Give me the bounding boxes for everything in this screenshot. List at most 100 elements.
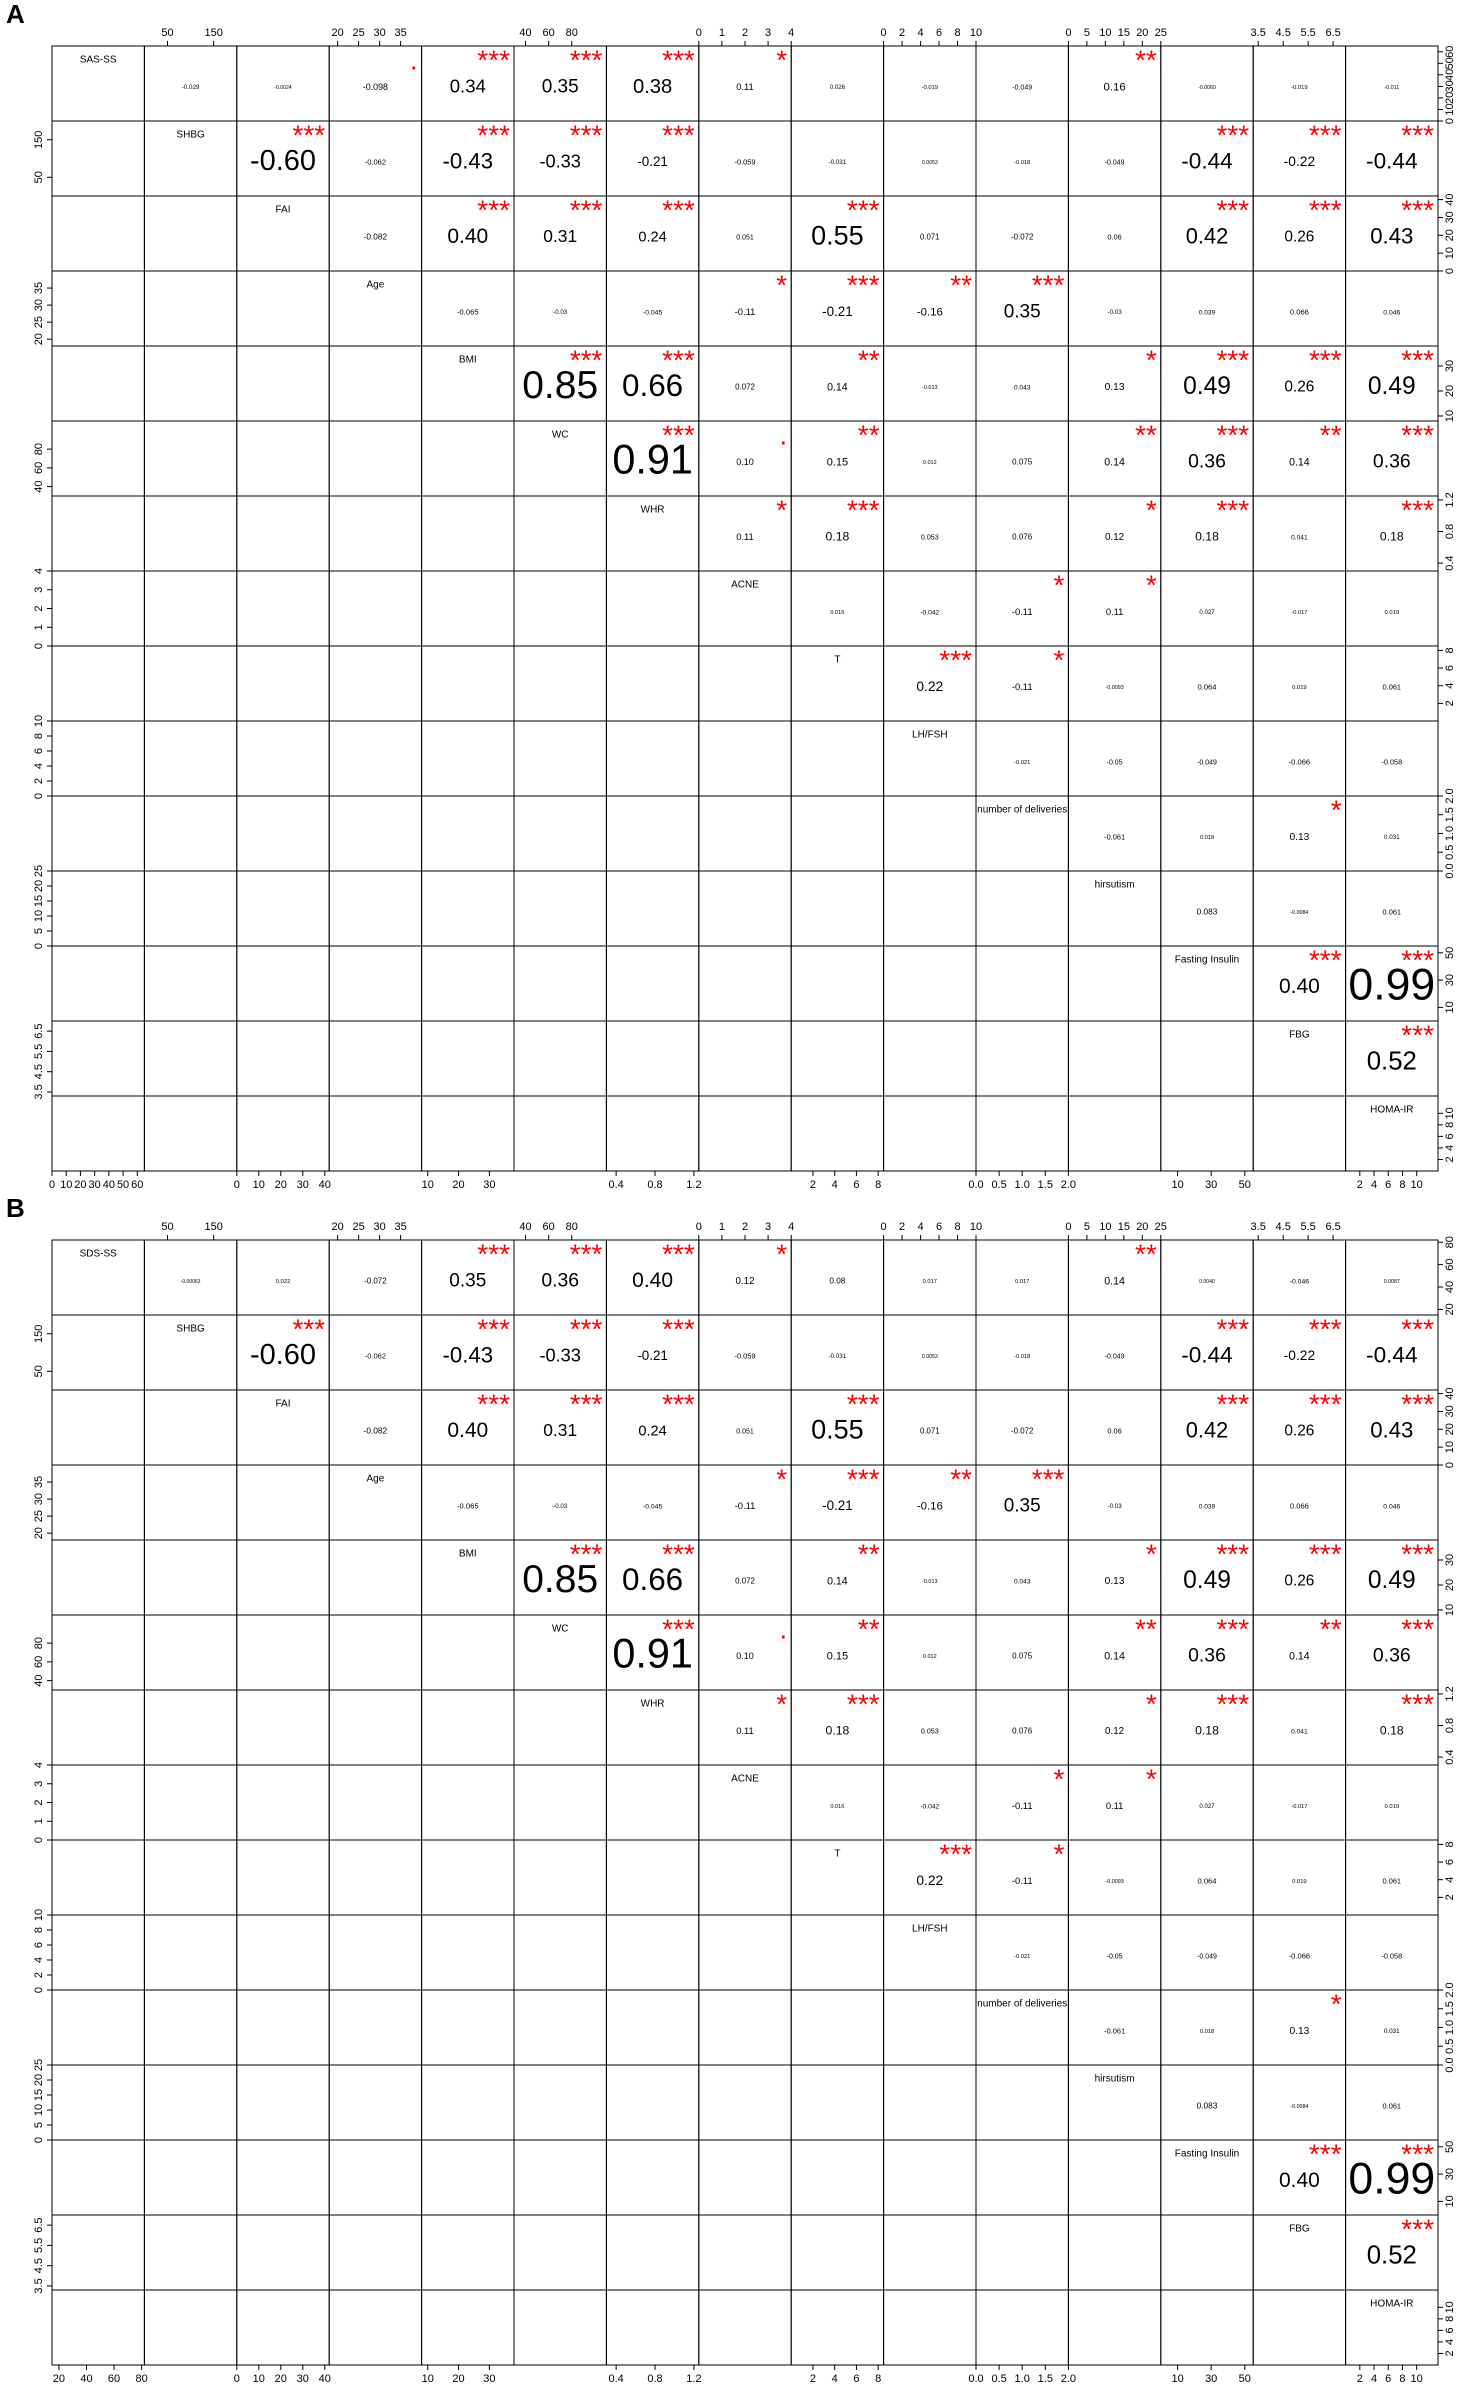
- x-tick-label: 1.5: [1038, 2373, 1053, 2385]
- y-tick-label: 60: [33, 462, 45, 474]
- panel-frame: [328, 2214, 423, 2291]
- significance-stars: ***: [1216, 194, 1249, 225]
- y-tick-label: 0: [33, 1837, 45, 1843]
- y-tick-label: 0: [33, 643, 45, 649]
- correlation-value: 0.053: [921, 1727, 939, 1735]
- x-tick-label: 25: [352, 27, 364, 39]
- significance-stars: ***: [662, 419, 695, 450]
- x-tick-label: 0: [49, 1179, 55, 1191]
- x-tick-label: 5.5: [1300, 27, 1315, 39]
- correlation-value: 0.066: [1290, 308, 1309, 317]
- correlation-value: -0.21: [637, 1348, 668, 1363]
- panel-frame: [143, 345, 238, 422]
- y-tick-label: 20: [1444, 92, 1456, 104]
- variable-label: WHR: [641, 1699, 665, 1710]
- panel-frame: [513, 2064, 607, 2141]
- y-tick-label: 0.5: [1444, 845, 1456, 860]
- y-tick-label: 30: [1444, 80, 1456, 92]
- correlation-value: -0.44: [1366, 1342, 1418, 1367]
- significance-stars: ***: [1401, 944, 1434, 975]
- x-tick-label: 20: [1136, 1221, 1148, 1233]
- correlation-value: 0.36: [1373, 451, 1411, 473]
- y-tick-label: 8: [33, 733, 45, 739]
- correlation-value: 0.0053: [922, 160, 938, 166]
- panel-frame: [883, 1314, 977, 1391]
- correlation-value: -0.05: [1107, 1953, 1123, 1960]
- significance-stars: ***: [570, 1388, 603, 1419]
- panel-frame: [1160, 2214, 1254, 2291]
- correlation-value: -0.16: [917, 307, 943, 319]
- significance-stars: **: [858, 1613, 880, 1644]
- x-tick-label: 6: [1385, 1179, 1391, 1191]
- x-tick-label: 6: [853, 2373, 859, 2385]
- x-tick-label: 40: [319, 2373, 331, 2385]
- correlation-value: -0.019: [922, 85, 938, 91]
- panel-frame: [51, 1689, 145, 1766]
- panel-frame: [1067, 645, 1162, 722]
- x-tick-label: 0.0: [968, 1179, 983, 1191]
- x-tick-label: 1.5: [1038, 1179, 1053, 1191]
- panel-frame: [698, 1020, 792, 1097]
- x-tick-label: 60: [543, 27, 555, 39]
- correlation-value: 0.061: [1383, 682, 1402, 691]
- correlation-value: 0.041: [1291, 1728, 1308, 1735]
- x-tick-label: 6: [936, 1221, 942, 1233]
- correlation-value: 0.072: [735, 1577, 755, 1586]
- correlation-value: 0.18: [826, 1724, 850, 1738]
- x-tick-label: 4.5: [1276, 1221, 1291, 1233]
- panel-frame: [975, 2289, 1069, 2366]
- y-tick-label: 8: [1444, 1841, 1456, 1847]
- y-tick-label: 50: [33, 171, 45, 183]
- x-tick-label: 60: [108, 2373, 120, 2385]
- panel-frame: [883, 120, 977, 197]
- y-tick-label: 4.5: [33, 2258, 45, 2273]
- significance-stars: ***: [477, 1388, 510, 1419]
- y-tick-label: 2: [33, 1972, 45, 1978]
- panel-frame: [236, 345, 330, 422]
- x-tick-label: 0.5: [991, 2373, 1006, 2385]
- x-tick-label: 8: [875, 1179, 881, 1191]
- x-tick-label: 50: [161, 1221, 173, 1233]
- panel-frame: [1160, 45, 1254, 122]
- significance-stars: ***: [847, 1388, 880, 1419]
- panel-frame: [51, 495, 145, 572]
- y-tick-label: 2: [33, 778, 45, 784]
- x-tick-label: 2: [810, 1179, 816, 1191]
- correlation-value: 0.019: [1385, 1804, 1400, 1810]
- panel-frame: [51, 795, 145, 872]
- correlation-value: -0.049: [1105, 1353, 1125, 1360]
- correlation-value: -0.045: [643, 309, 662, 316]
- panel-frame: [975, 2214, 1069, 2291]
- panel-frame: [143, 2064, 238, 2141]
- panel-frame: [236, 45, 330, 122]
- panel-frame: [698, 2064, 792, 2141]
- panel-frame: [883, 1020, 977, 1097]
- variable-label: FBG: [1289, 1030, 1310, 1041]
- panel-frame: [328, 1689, 423, 1766]
- panel-frame: [143, 1239, 238, 1316]
- x-tick-label: 8: [1399, 1179, 1405, 1191]
- panel-frame: [1160, 1020, 1254, 1097]
- correlation-value: -0.03: [1108, 309, 1123, 316]
- panel-frame: [236, 945, 330, 1022]
- variable-label: FAI: [275, 1399, 290, 1410]
- correlation-value: 0.11: [736, 81, 754, 92]
- variable-label: ACNE: [731, 1774, 759, 1785]
- significance-stars: *: [1053, 569, 1064, 600]
- correlation-value: 0.24: [638, 229, 666, 245]
- correlation-value: -0.061: [1104, 2026, 1125, 2035]
- y-tick-label: 5.5: [33, 2238, 45, 2253]
- x-tick-label: 4: [832, 1179, 838, 1191]
- correlation-value: 0.99: [1348, 2154, 1435, 2203]
- x-tick-label: 4: [1371, 1179, 1377, 1191]
- panel-frame: [1252, 1095, 1347, 1172]
- correlation-value: 0.043: [1014, 1578, 1031, 1585]
- significance-stars: ***: [1309, 344, 1342, 375]
- panel-frame: [51, 120, 145, 197]
- significance-stars: ***: [1309, 1313, 1342, 1344]
- y-tick-label: 20: [33, 880, 45, 892]
- significance-stars: ***: [847, 194, 880, 225]
- significance-stars: ***: [939, 644, 972, 675]
- correlation-value: 0.43: [1370, 223, 1413, 248]
- panel-frame: [328, 1539, 423, 1616]
